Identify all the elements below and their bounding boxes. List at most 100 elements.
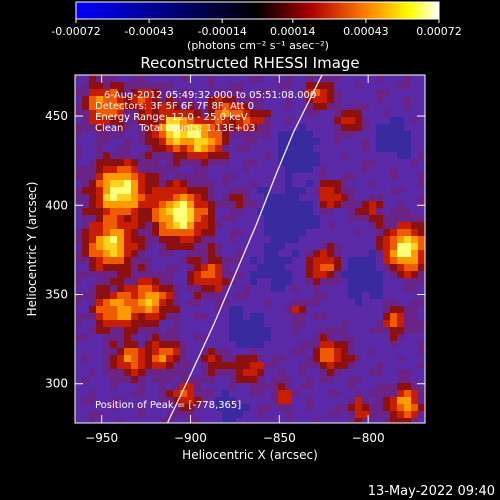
heatmap-cell: [278, 355, 285, 362]
heatmap-cell: [271, 75, 278, 82]
heatmap-cell: [355, 299, 362, 306]
heatmap-cell: [271, 306, 278, 313]
heatmap-cell: [264, 180, 271, 187]
heatmap-cell: [320, 383, 327, 390]
heatmap-cell: [383, 222, 390, 229]
heatmap-cell: [201, 222, 208, 229]
annotation-clean-counts: Clean Total counts: 1.13E+03: [95, 123, 255, 134]
heatmap-cell: [215, 320, 222, 327]
heatmap-cell: [82, 397, 89, 404]
heatmap-cell: [145, 404, 152, 411]
heatmap-cell: [285, 75, 292, 82]
heatmap-cell: [75, 117, 82, 124]
heatmap-cell: [334, 222, 341, 229]
heatmap-cell: [243, 327, 250, 334]
heatmap-cell: [257, 124, 264, 131]
heatmap-cell: [278, 103, 285, 110]
heatmap-cell: [271, 376, 278, 383]
x-tick-label: −850: [263, 431, 296, 445]
heatmap-cell: [369, 124, 376, 131]
heatmap-cell: [173, 236, 180, 243]
heatmap-cell: [411, 194, 418, 201]
heatmap-cell: [369, 103, 376, 110]
heatmap-cell: [222, 397, 229, 404]
heatmap-cell: [362, 208, 369, 215]
heatmap-cell: [397, 166, 404, 173]
heatmap-cell: [348, 187, 355, 194]
heatmap-cell: [369, 397, 376, 404]
heatmap-cell: [236, 208, 243, 215]
heatmap-cell: [362, 124, 369, 131]
heatmap-cell: [75, 264, 82, 271]
heatmap-cell: [362, 131, 369, 138]
heatmap-cell: [299, 159, 306, 166]
heatmap-cell: [250, 159, 257, 166]
heatmap-cell: [159, 271, 166, 278]
heatmap-cell: [348, 96, 355, 103]
heatmap-cell: [201, 152, 208, 159]
heatmap-cell: [369, 306, 376, 313]
heatmap-cell: [355, 341, 362, 348]
heatmap-cell: [355, 103, 362, 110]
heatmap-cell: [138, 243, 145, 250]
heatmap-cell: [383, 369, 390, 376]
heatmap-cell: [110, 166, 117, 173]
heatmap-cell: [75, 166, 82, 173]
heatmap-cell: [257, 362, 264, 369]
colorbar-tick-label: -0.00014: [197, 25, 246, 38]
heatmap-cell: [383, 110, 390, 117]
heatmap-cell: [306, 376, 313, 383]
heatmap-cell: [299, 376, 306, 383]
heatmap-cell: [215, 264, 222, 271]
heatmap-cell: [397, 201, 404, 208]
heatmap-cell: [103, 229, 110, 236]
heatmap-cell: [341, 271, 348, 278]
heatmap-cell: [201, 138, 208, 145]
heatmap-cell: [299, 117, 306, 124]
heatmap-cell: [257, 173, 264, 180]
heatmap-cell: [173, 271, 180, 278]
heatmap-cell: [201, 96, 208, 103]
heatmap-cell: [201, 124, 208, 131]
heatmap-cell: [257, 201, 264, 208]
heatmap-cell: [173, 278, 180, 285]
heatmap-cell: [257, 390, 264, 397]
heatmap-cell: [313, 124, 320, 131]
heatmap-cell: [313, 278, 320, 285]
heatmap-cell: [75, 243, 82, 250]
heatmap-cell: [96, 320, 103, 327]
heatmap-cell: [411, 138, 418, 145]
heatmap-cell: [369, 334, 376, 341]
heatmap-cell: [278, 243, 285, 250]
heatmap-cell: [320, 187, 327, 194]
heatmap-cell: [103, 194, 110, 201]
heatmap-cell: [411, 264, 418, 271]
heatmap-cell: [341, 390, 348, 397]
heatmap-cell: [264, 236, 271, 243]
heatmap-cell: [327, 180, 334, 187]
heatmap-cell: [131, 250, 138, 257]
heatmap-cell: [82, 376, 89, 383]
heatmap-cell: [117, 348, 124, 355]
heatmap-cell: [96, 355, 103, 362]
heatmap-cell: [166, 187, 173, 194]
heatmap-cell: [152, 82, 159, 89]
heatmap-cell: [250, 187, 257, 194]
heatmap-cell: [250, 138, 257, 145]
heatmap-cell: [411, 180, 418, 187]
heatmap-cell: [131, 138, 138, 145]
heatmap-cell: [271, 383, 278, 390]
heatmap-cell: [138, 320, 145, 327]
heatmap-cell: [215, 82, 222, 89]
heatmap-cell: [348, 355, 355, 362]
heatmap-cell: [103, 299, 110, 306]
heatmap-cell: [299, 404, 306, 411]
heatmap-cell: [404, 418, 411, 423]
heatmap-cell: [404, 383, 411, 390]
heatmap-cell: [250, 278, 257, 285]
heatmap-cell: [404, 243, 411, 250]
heatmap-cell: [341, 103, 348, 110]
heatmap-cell: [278, 180, 285, 187]
heatmap-cell: [411, 152, 418, 159]
heatmap-cell: [383, 194, 390, 201]
